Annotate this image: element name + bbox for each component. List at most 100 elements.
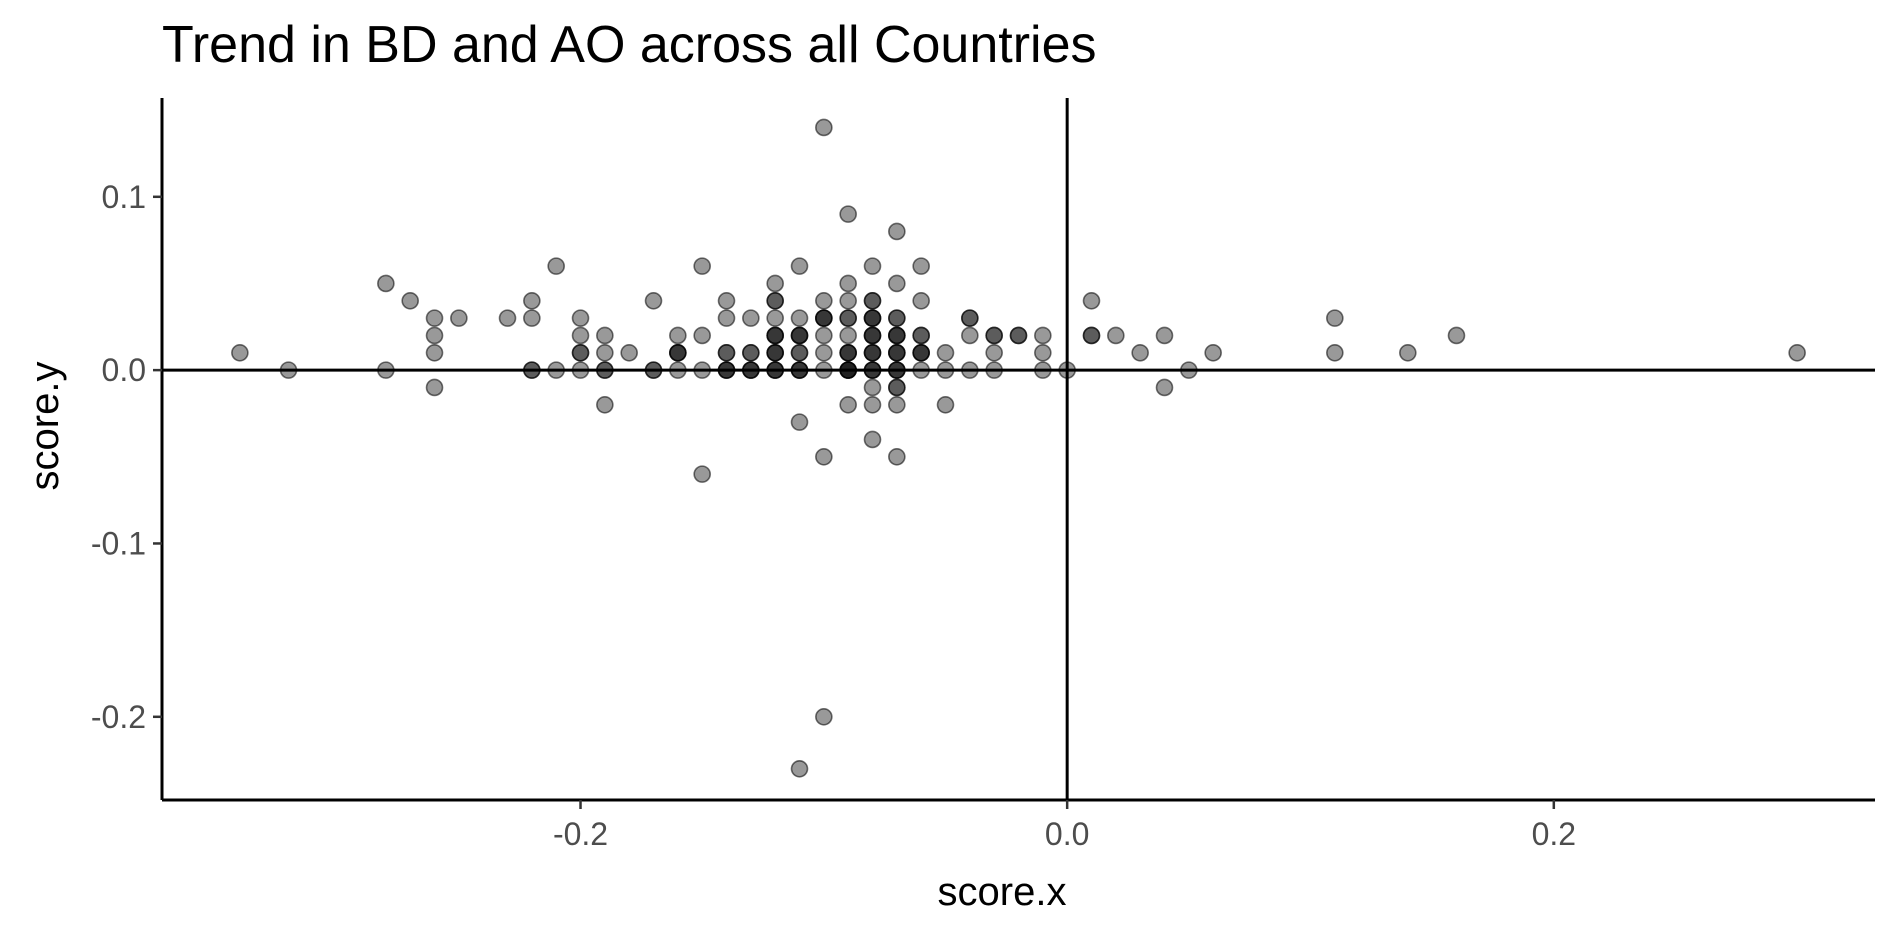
y-tick-label: 0.0 (102, 352, 146, 388)
data-point (839, 326, 857, 345)
data-point (425, 309, 444, 327)
data-point (936, 343, 955, 362)
data-point (888, 222, 906, 241)
data-point (523, 309, 541, 327)
data-point (717, 291, 736, 310)
data-point (1009, 326, 1028, 345)
data-point (1447, 326, 1466, 345)
data-point (888, 447, 906, 466)
x-axis-ticks: -0.2 0.0 0.2 (553, 800, 1576, 852)
data-point (717, 309, 736, 327)
data-point (863, 257, 882, 275)
data-point (863, 326, 882, 345)
data-point (766, 326, 784, 345)
data-point (1131, 343, 1149, 362)
data-point (790, 309, 809, 327)
data-point (815, 447, 833, 466)
data-point (839, 291, 857, 310)
data-point (985, 326, 1003, 345)
data-point (523, 291, 541, 310)
data-point (863, 395, 882, 414)
data-point (839, 309, 857, 327)
data-point (839, 274, 857, 293)
data-point (790, 413, 809, 431)
data-point (498, 309, 517, 327)
data-point (425, 343, 444, 362)
y-tick-label: -0.2 (91, 699, 146, 735)
data-point (912, 343, 930, 362)
data-point (815, 707, 833, 726)
data-point (425, 326, 444, 345)
data-point (596, 326, 614, 345)
data-point (231, 343, 249, 362)
data-point (888, 326, 906, 345)
data-point (863, 309, 882, 327)
data-point (936, 395, 955, 414)
data-point (766, 309, 784, 327)
data-point (839, 395, 857, 414)
x-tick-label: -0.2 (553, 816, 608, 852)
data-point (669, 326, 687, 345)
data-point (693, 465, 711, 483)
data-point (912, 326, 930, 345)
data-point (596, 343, 614, 362)
data-point (693, 257, 711, 275)
data-point (1034, 343, 1052, 362)
data-point (1788, 343, 1806, 362)
points-layer (231, 118, 1806, 778)
data-point (961, 326, 979, 345)
data-point (693, 326, 711, 345)
data-point (742, 309, 760, 327)
data-point (766, 274, 784, 293)
data-point (863, 291, 882, 310)
data-point (571, 343, 590, 362)
x-tick-label: 0.2 (1532, 816, 1576, 852)
y-axis-title: score.y (23, 362, 67, 491)
data-point (669, 343, 687, 362)
data-point (790, 343, 809, 362)
data-point (1326, 309, 1344, 327)
data-point (961, 309, 979, 327)
data-point (815, 291, 833, 310)
data-point (377, 274, 395, 293)
data-point (1399, 343, 1417, 362)
data-point (839, 343, 857, 362)
chart-title: Trend in BD and AO across all Countries (162, 16, 1097, 74)
data-point (644, 291, 663, 310)
data-point (888, 274, 906, 293)
data-point (1082, 291, 1101, 310)
data-point (571, 309, 590, 327)
data-point (1155, 326, 1174, 345)
data-point (863, 430, 882, 449)
data-point (766, 291, 784, 310)
data-point (1204, 343, 1222, 362)
data-point (888, 395, 906, 414)
data-point (717, 343, 736, 362)
data-point (1034, 326, 1052, 345)
data-point (888, 343, 906, 362)
data-point (571, 326, 590, 345)
data-point (766, 343, 784, 362)
data-point (888, 309, 906, 327)
data-point (790, 257, 809, 275)
data-point (815, 118, 833, 137)
data-point (815, 309, 833, 327)
data-point (401, 291, 419, 310)
data-point (790, 759, 809, 778)
data-point (985, 343, 1003, 362)
data-point (863, 378, 882, 397)
data-point (1107, 326, 1125, 345)
data-point (790, 326, 809, 345)
data-point (596, 395, 614, 414)
data-point (912, 257, 930, 275)
data-point (742, 343, 760, 362)
data-point (839, 205, 857, 223)
data-point (547, 257, 565, 275)
data-point (620, 343, 638, 362)
data-point (912, 291, 930, 310)
data-point (425, 378, 444, 397)
data-point (863, 343, 882, 362)
data-point (450, 309, 468, 327)
